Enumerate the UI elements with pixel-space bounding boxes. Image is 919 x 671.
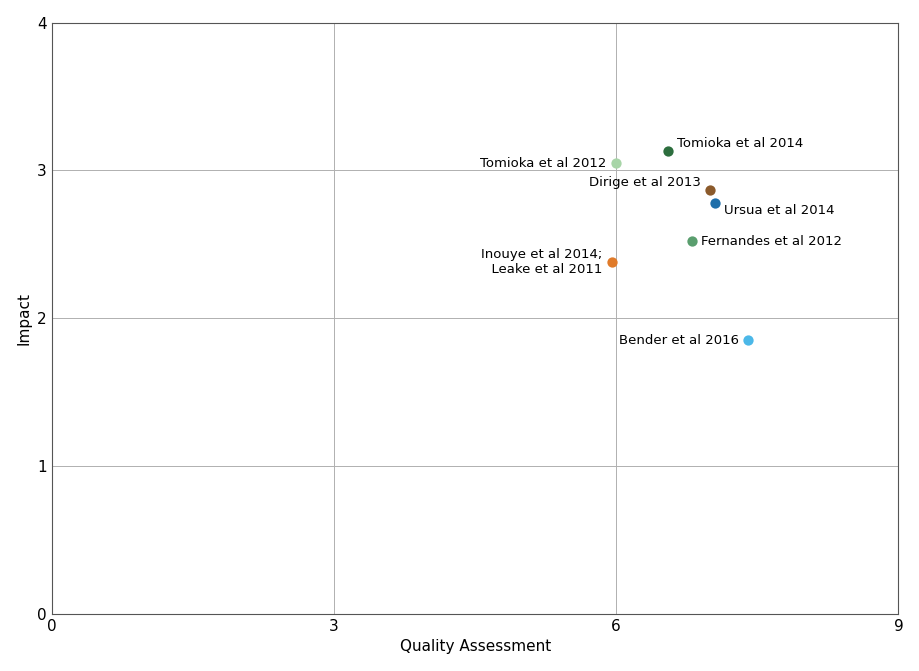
Text: Bender et al 2016: Bender et al 2016: [618, 334, 738, 347]
Point: [684, 236, 698, 247]
Point: [660, 146, 675, 156]
Text: Fernandes et al 2012: Fernandes et al 2012: [700, 235, 841, 248]
X-axis label: Quality Assessment: Quality Assessment: [399, 639, 550, 654]
Point: [707, 198, 721, 209]
Text: Tomioka et al 2014: Tomioka et al 2014: [676, 138, 803, 150]
Y-axis label: Impact: Impact: [17, 292, 31, 345]
Text: Ursua et al 2014: Ursua et al 2014: [723, 204, 834, 217]
Text: Dirige et al 2013: Dirige et al 2013: [588, 176, 700, 189]
Point: [608, 158, 623, 168]
Text: Tomioka et al 2012: Tomioka et al 2012: [480, 156, 607, 170]
Point: [702, 185, 717, 195]
Point: [740, 335, 754, 346]
Point: [604, 257, 618, 268]
Text: Inouye et al 2014;
  Leake et al 2011: Inouye et al 2014; Leake et al 2011: [481, 248, 601, 276]
